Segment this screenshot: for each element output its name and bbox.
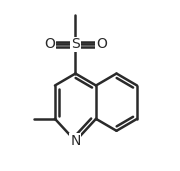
Text: O: O: [96, 37, 107, 51]
Text: N: N: [70, 134, 81, 148]
Text: O: O: [44, 37, 55, 51]
Text: S: S: [71, 37, 80, 51]
